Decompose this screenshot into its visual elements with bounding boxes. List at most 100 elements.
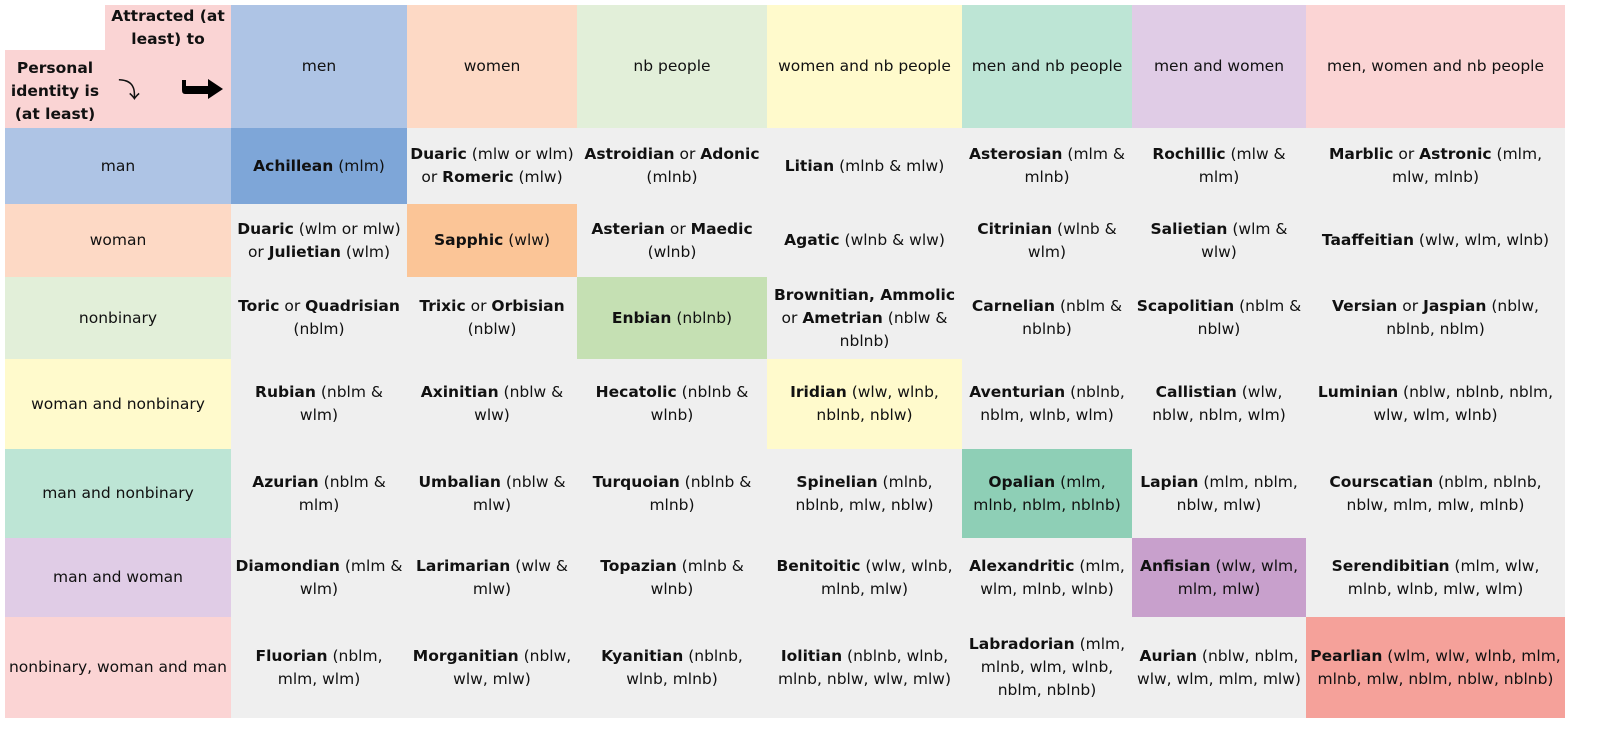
term-name: Brownitian, Ammolic <box>773 285 956 304</box>
term-name: Taaffeitian <box>1321 231 1414 249</box>
term-abbreviation: (mlm, nblm, nblw, mlw) <box>1176 472 1298 514</box>
cell-text: Iridian (wlw, wlnb, nblnb, nblw) <box>770 381 959 427</box>
cell-text: Asterosian (mlm & mlnb) <box>965 143 1129 189</box>
cell-text: Trixic or Orbisian (nblw) <box>410 295 574 341</box>
row-header: nonbinary <box>5 277 231 359</box>
term-abbreviation: (mlw) <box>513 168 563 186</box>
cell-text: Duaric (wlm or mlw) or Julietian (wlm) <box>234 218 404 264</box>
term-abbreviation: (nblnb, nblm, wlnb, wlm) <box>980 383 1125 424</box>
term-name: Iolitian <box>780 646 843 665</box>
table-cell: Brownitian, Ammolic or Ametrian (nblw & … <box>767 277 962 359</box>
term-abbreviation: (wlm or mlw) or <box>247 219 401 261</box>
term-abbreviation: (nblm) <box>293 320 345 338</box>
term-abbreviation: (nblw & mlw) <box>472 472 566 514</box>
term-name: Hecatolic <box>595 383 677 401</box>
term-abbreviation: (nblw, nblm, wlw, wlm, mlm, mlw) <box>1137 646 1301 688</box>
term-name: Versian <box>1332 297 1398 315</box>
table-cell: Morganitian (nblw, wlw, mlw) <box>407 617 577 718</box>
table-cell: Anfisian (wlw, wlm, mlm, mlw) <box>1132 538 1306 617</box>
term-name: Fluorian <box>255 646 328 665</box>
cell-text: Umbalian (nblw & mlw) <box>410 471 574 517</box>
term-name: Litian <box>784 156 835 175</box>
table-cell: Pearlian (wlm, wlw, wlnb, mlm, mlnb, mlw… <box>1306 617 1565 718</box>
term-name: Azurian <box>252 472 319 491</box>
row-header: woman and nonbinary <box>5 359 231 449</box>
cell-text: Pearlian (wlm, wlw, wlnb, mlm, mlnb, mlw… <box>1309 645 1562 691</box>
term-abbreviation: (nblw, wlw, mlw) <box>453 646 572 688</box>
term-abbreviation: (wlw, wlm, mlm, mlw) <box>1177 556 1299 598</box>
table-cell: Carnelian (nblm & nblnb) <box>962 277 1132 359</box>
term-name: Benitoitic <box>776 556 861 575</box>
cell-text: Rubian (nblm & wlm) <box>234 381 404 427</box>
term-name: Kyanitian <box>601 646 684 665</box>
table-cell: Azurian (nblm & mlm) <box>231 449 407 538</box>
term-name: Astronic <box>1419 145 1492 163</box>
term-abbreviation: (mlm) <box>333 156 385 175</box>
cell-text: Hecatolic (nblnb & wlnb) <box>580 381 764 427</box>
term-name: Turquoian <box>592 472 680 491</box>
cell-text: Litian (mlnb & mlw) <box>785 155 945 178</box>
term-abbreviation: (wlm) <box>340 242 391 261</box>
term-abbreviation: (mlnb & wlnb) <box>650 556 744 598</box>
row-header: woman <box>5 204 231 277</box>
table-cell: Courscatian (nblm, nblnb, nblw, mlm, mlw… <box>1306 449 1565 538</box>
term-name: Umbalian <box>418 472 501 491</box>
term-name: Sapphic <box>433 231 504 249</box>
term-abbreviation: (nblnb & mlnb) <box>649 472 752 514</box>
table-cell: Diamondian (mlm & wlm) <box>231 538 407 617</box>
term-name: Lapian <box>1140 472 1199 491</box>
cell-text: Asterian or Maedic (wlnb) <box>580 218 764 264</box>
cell-text: Toric or Quadrisian (nblm) <box>234 295 404 341</box>
term-name: Scapolitian <box>1136 297 1235 315</box>
table-cell: Rubian (nblm & wlm) <box>231 359 407 449</box>
term-abbreviation: (mlm, mlnb, nblm, nblnb) <box>973 472 1121 514</box>
term-abbreviation: (nblnb, wlnb, mlnb, nblw, wlw, mlw) <box>777 646 952 688</box>
term-name: Morganitian <box>412 646 519 665</box>
cell-text: Larimarian (wlw & mlw) <box>410 555 574 601</box>
table-cell: Versian or Jaspian (nblw, nblnb, nblm) <box>1306 277 1565 359</box>
term-name: Agatic <box>784 231 840 249</box>
term-abbreviation: or <box>781 308 803 327</box>
cell-text: Turquoian (nblnb & mlnb) <box>580 471 764 517</box>
table-cell: Achillean (mlm) <box>231 128 407 204</box>
table-cell: Agatic (wlnb & wlw) <box>767 204 962 277</box>
term-abbreviation: (wlm, wlw, wlnb, mlm, mlnb, mlw, nblm, n… <box>1317 646 1561 688</box>
term-abbreviation: or <box>1397 297 1424 315</box>
term-name: Diamondian <box>235 556 340 575</box>
table-cell: Benitoitic (wlw, wlnb, mlnb, mlw) <box>767 538 962 617</box>
term-name: Labradorian <box>968 635 1075 653</box>
term-name: Orbisian <box>491 297 565 315</box>
cell-text: Labradorian (mlm, mlnb, wlm, wlnb, nblm,… <box>965 633 1129 702</box>
table-cell: Asterosian (mlm & mlnb) <box>962 128 1132 204</box>
cell-text: Fluorian (nblm, mlm, wlm) <box>234 645 404 691</box>
table-cell: Litian (mlnb & mlw) <box>767 128 962 204</box>
term-name: Achillean <box>253 156 334 175</box>
term-abbreviation: (mlnb & mlw) <box>834 156 945 175</box>
term-name: Maedic <box>690 219 753 238</box>
term-abbreviation: (mlw & mlm) <box>1198 145 1286 186</box>
table-cell: Asterian or Maedic (wlnb) <box>577 204 767 277</box>
table-cell: Toric or Quadrisian (nblm) <box>231 277 407 359</box>
term-name: Marblic <box>1328 145 1394 163</box>
cell-text: Azurian (nblm & mlm) <box>234 471 404 517</box>
term-abbreviation: (wlm & wlw) <box>1201 219 1288 261</box>
table-cell: Aventurian (nblnb, nblm, wlnb, wlm) <box>962 359 1132 449</box>
cell-text: Astroidian or Adonic (mlnb) <box>580 143 764 189</box>
column-header: nb people <box>577 5 767 128</box>
table-cell: Iolitian (nblnb, wlnb, mlnb, nblw, wlw, … <box>767 617 962 718</box>
cell-text: Agatic (wlnb & wlw) <box>784 229 945 252</box>
table-cell: Trixic or Orbisian (nblw) <box>407 277 577 359</box>
personal-identity-label: Personal identity is (at least) <box>10 59 100 123</box>
term-name: Callistian <box>1155 383 1237 401</box>
term-abbreviation: (nblw, nblnb, nblm) <box>1386 297 1539 338</box>
cell-text: Aventurian (nblnb, nblm, wlnb, wlm) <box>965 381 1129 427</box>
term-abbreviation: (nblm & nblnb) <box>1022 297 1123 338</box>
term-abbreviation: (nblm & mlm) <box>298 472 386 514</box>
term-name: Toric <box>238 297 280 315</box>
row-header: man and woman <box>5 538 231 617</box>
column-header: men <box>231 5 407 128</box>
term-name: Julietian <box>268 242 341 261</box>
term-name: Duaric <box>237 219 294 238</box>
term-abbreviation: (nblnb, wlnb, mlnb) <box>626 646 743 688</box>
